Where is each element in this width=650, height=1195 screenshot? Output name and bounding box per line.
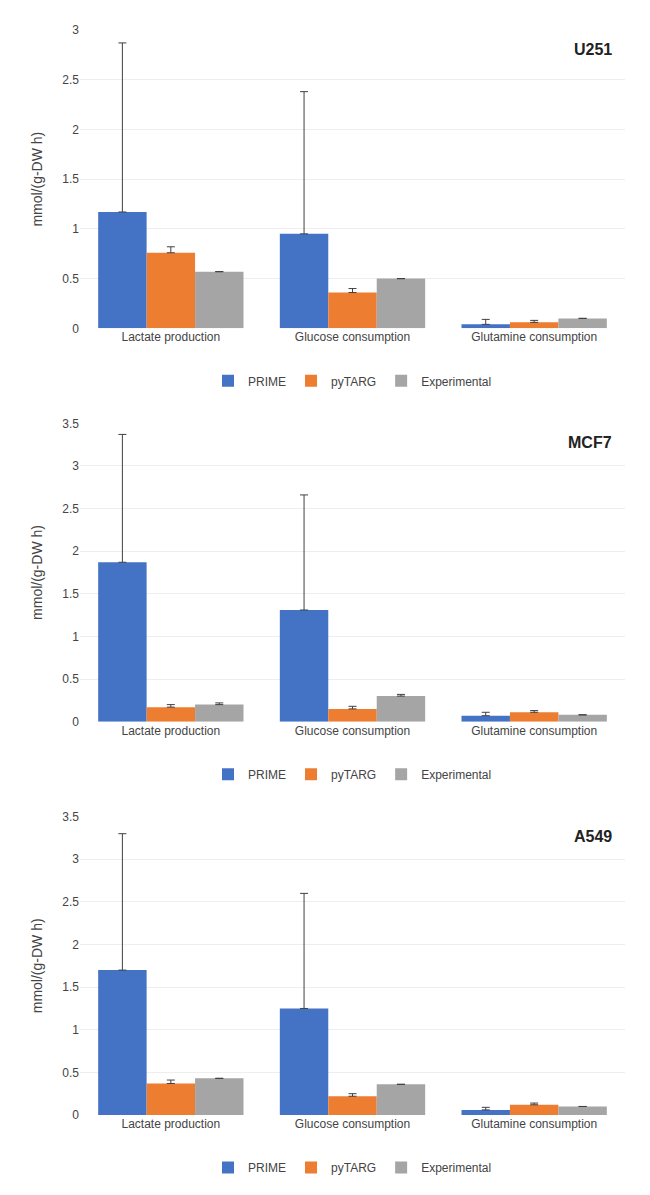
svg-text:0: 0 [72,1108,79,1122]
svg-text:0.5: 0.5 [62,1066,79,1080]
svg-text:0.5: 0.5 [62,272,79,286]
svg-text:U251: U251 [574,41,612,58]
svg-text:2: 2 [72,544,79,558]
svg-text:A549: A549 [574,828,612,845]
svg-text:2: 2 [72,123,79,137]
svg-text:PRIME: PRIME [248,768,286,782]
svg-text:pyTARG: pyTARG [331,1161,376,1175]
svg-text:PRIME: PRIME [248,375,286,389]
svg-text:2: 2 [72,938,79,952]
svg-text:0.5: 0.5 [62,672,79,686]
svg-text:Experimental: Experimental [421,768,491,782]
svg-text:Glutamine consumption: Glutamine consumption [471,1117,597,1131]
svg-text:Lactate production: Lactate production [121,724,220,738]
svg-text:1: 1 [72,1023,79,1037]
svg-text:1: 1 [72,222,79,236]
svg-text:Glucose consumption: Glucose consumption [295,330,410,344]
svg-text:0: 0 [72,322,79,336]
svg-text:Glucose consumption: Glucose consumption [295,1117,410,1131]
svg-text:PRIME: PRIME [248,1161,286,1175]
svg-text:mmol/(g-DW h): mmol/(g-DW h) [29,525,45,620]
svg-text:Experimental: Experimental [421,1161,491,1175]
svg-text:2.5: 2.5 [62,895,79,909]
svg-text:MCF7: MCF7 [568,434,612,451]
svg-text:Experimental: Experimental [421,375,491,389]
svg-text:Lactate production: Lactate production [121,1117,220,1131]
svg-text:pyTARG: pyTARG [331,768,376,782]
svg-text:Glutamine consumption: Glutamine consumption [471,724,597,738]
svg-text:Glutamine consumption: Glutamine consumption [471,330,597,344]
svg-text:Glucose consumption: Glucose consumption [295,724,410,738]
svg-text:Lactate production: Lactate production [121,330,220,344]
svg-text:3: 3 [72,852,79,866]
svg-text:1: 1 [72,630,79,644]
svg-text:1.5: 1.5 [62,980,79,994]
svg-text:2.5: 2.5 [62,73,79,87]
svg-text:2.5: 2.5 [62,502,79,516]
svg-text:3: 3 [72,23,79,37]
svg-text:mmol/(g-DW h): mmol/(g-DW h) [29,132,45,227]
svg-text:3: 3 [72,459,79,473]
svg-text:3.5: 3.5 [62,417,79,431]
svg-text:mmol/(g-DW h): mmol/(g-DW h) [29,918,45,1013]
svg-text:0: 0 [72,715,79,729]
svg-text:1.5: 1.5 [62,172,79,186]
svg-text:pyTARG: pyTARG [331,375,376,389]
svg-text:3.5: 3.5 [62,810,79,824]
svg-text:1.5: 1.5 [62,587,79,601]
